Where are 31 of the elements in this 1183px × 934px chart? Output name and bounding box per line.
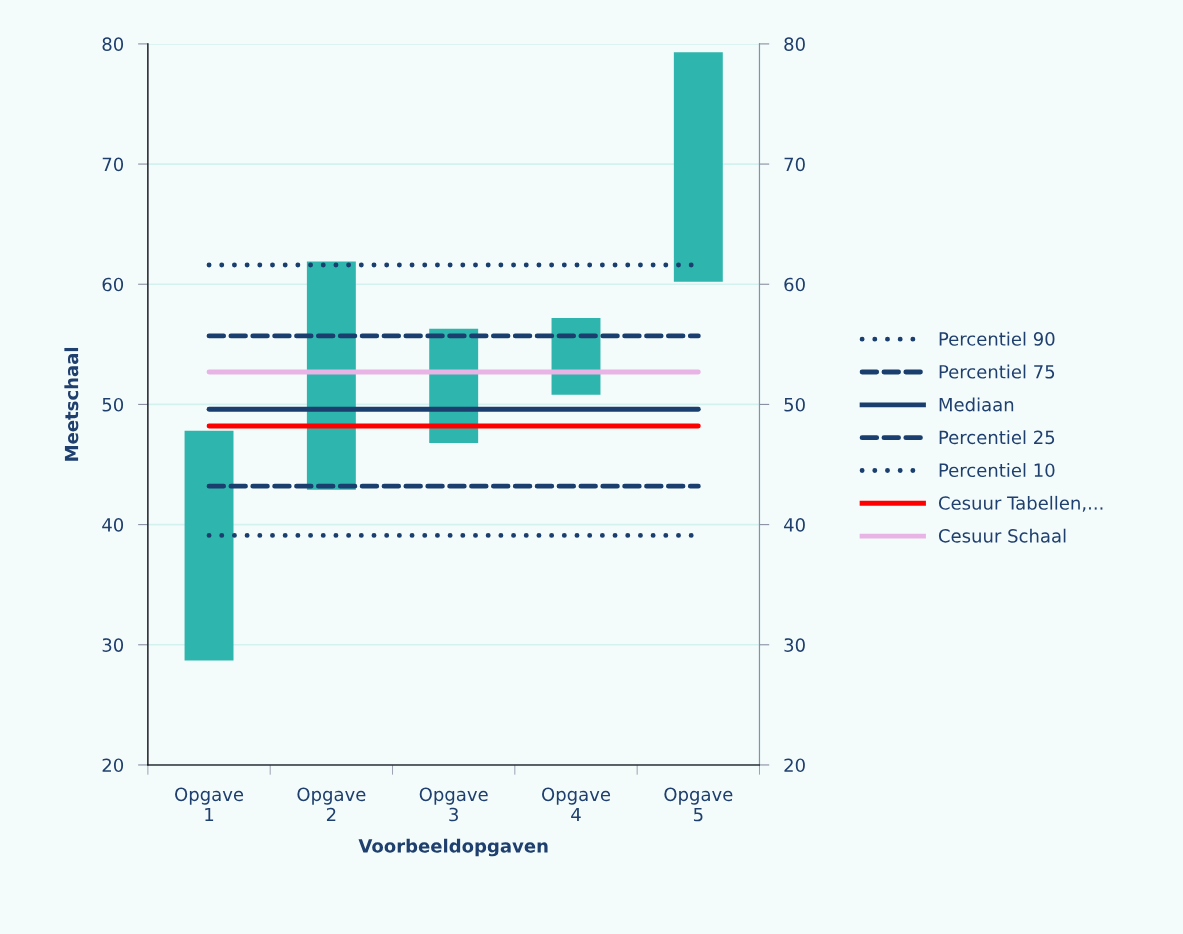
legend-label: Mediaan bbox=[939, 397, 1014, 412]
y2-tick-label: 70 bbox=[784, 157, 805, 172]
legend-label: Cesuur Tabellen,... bbox=[938, 495, 1103, 512]
y2-tick-label: 50 bbox=[784, 397, 805, 412]
y-tick-label: 30 bbox=[102, 638, 124, 652]
x-tick-label: Opgave 1 bbox=[175, 787, 244, 822]
y2-tick-label: 60 bbox=[784, 277, 805, 292]
x-tick-label: Opgave 5 bbox=[664, 787, 733, 822]
y-tick-label: 70 bbox=[102, 157, 124, 172]
legend-label: Percentiel 75 bbox=[939, 364, 1055, 379]
y-tick-label: 80 bbox=[102, 37, 124, 52]
y2-tick-label: 20 bbox=[784, 758, 805, 773]
y-tick-label: 50 bbox=[102, 397, 124, 412]
bar bbox=[184, 430, 234, 661]
y2-tick-label: 40 bbox=[783, 518, 805, 532]
legend-label: Percentiel 10 bbox=[939, 463, 1055, 478]
bar bbox=[306, 261, 356, 490]
y2-tick-label: 80 bbox=[784, 37, 805, 52]
y-tick-label: 20 bbox=[102, 758, 124, 773]
legend-label: Cesuur Schaal bbox=[938, 528, 1066, 543]
legend-label: Percentiel 25 bbox=[939, 430, 1055, 445]
y-axis-title: Meetschaal bbox=[64, 347, 79, 461]
y-tick-label: 60 bbox=[102, 277, 124, 292]
y2-tick-label: 30 bbox=[784, 638, 805, 652]
bar bbox=[673, 52, 723, 282]
x-tick-label: Opgave 3 bbox=[419, 787, 488, 822]
x-tick-label: Opgave 2 bbox=[297, 787, 366, 822]
legend-label: Percentiel 90 bbox=[939, 331, 1055, 346]
x-tick-label: Opgave 4 bbox=[542, 787, 611, 822]
y-tick-label: 40 bbox=[102, 518, 124, 532]
x-axis-title: Voorbeeldopgaven bbox=[358, 838, 548, 857]
